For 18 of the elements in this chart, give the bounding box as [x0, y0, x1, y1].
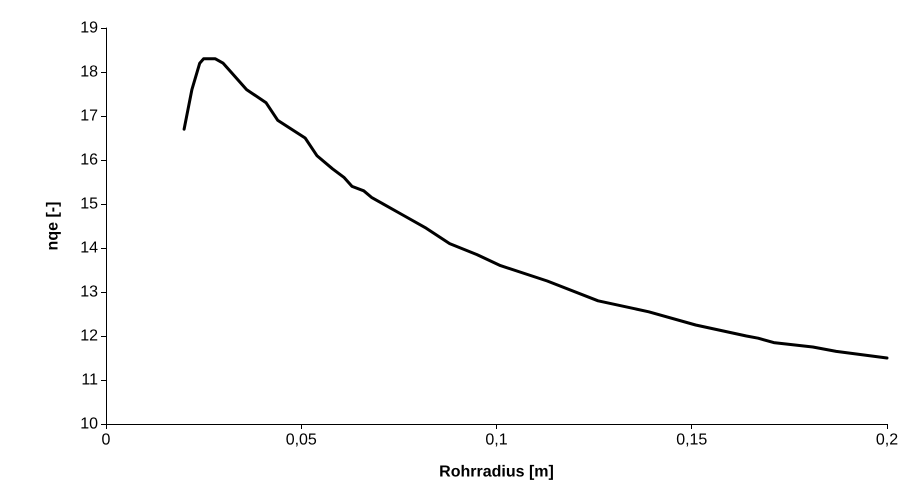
y-tick-label: 10: [80, 416, 98, 432]
y-tick-label: 11: [81, 372, 98, 388]
y-tick-label: 16: [80, 152, 98, 168]
x-axis-title: Rohrradius [m]: [439, 464, 554, 480]
x-tick-label: 0,2: [876, 432, 898, 448]
y-tick-label: 15: [80, 196, 98, 212]
x-tick-label: 0,1: [485, 432, 508, 448]
y-tick-label: 18: [80, 64, 98, 80]
x-tick-label: 0,05: [286, 432, 317, 448]
y-tick-label: 14: [80, 240, 98, 256]
y-tick-label: 12: [80, 328, 98, 344]
y-tick-label: 19: [80, 20, 98, 36]
y-tick-label: 17: [80, 108, 98, 124]
line-series: [182, 57, 888, 360]
x-tick-label: 0: [102, 432, 111, 448]
y-axis-title: nqe [-]: [44, 202, 62, 250]
x-tick-label: 0,15: [676, 432, 708, 448]
y-tick-label: 13: [80, 284, 98, 300]
